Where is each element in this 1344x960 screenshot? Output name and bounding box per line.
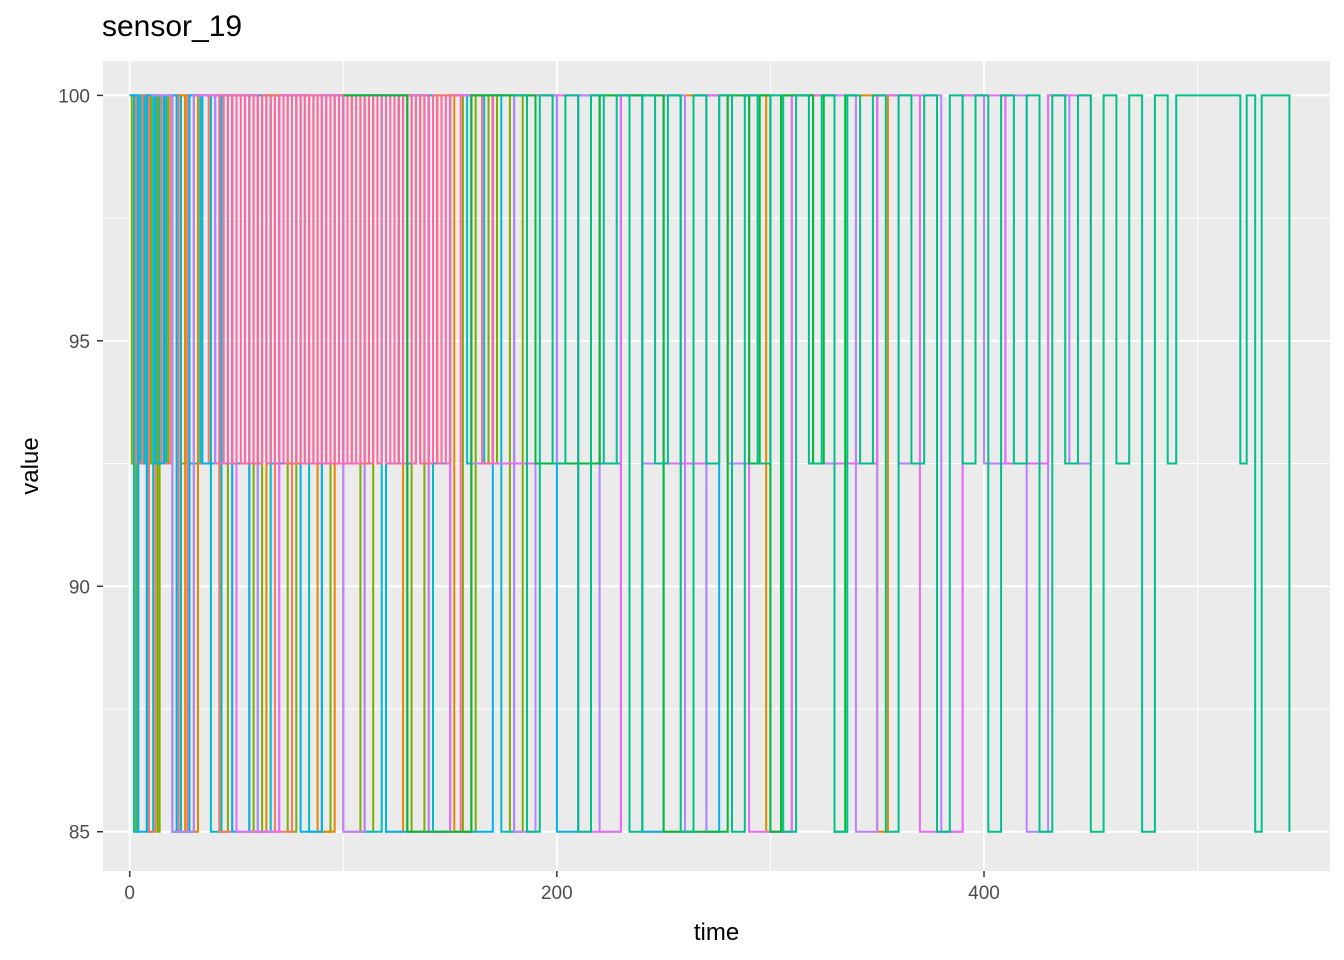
y-axis-title: value — [17, 437, 44, 494]
y-tick-label: 90 — [69, 577, 90, 598]
x-axis-title: time — [694, 919, 739, 946]
x-axis: 0 200 400 — [124, 871, 1000, 904]
series-line-10 — [514, 94, 1291, 833]
plot-panel — [103, 61, 1330, 871]
series-layer — [129, 94, 1291, 833]
x-tick-label: 0 — [124, 883, 135, 904]
chart-title: sensor_19 — [102, 10, 243, 43]
x-tick-label: 200 — [541, 883, 573, 904]
y-tick-label: 95 — [69, 332, 90, 353]
x-tick-label: 400 — [968, 883, 1000, 904]
y-axis: 85 90 95 100 — [58, 86, 103, 844]
series-line-8 — [215, 94, 504, 833]
y-tick-label: 85 — [69, 823, 90, 844]
y-tick-label: 100 — [58, 86, 90, 107]
